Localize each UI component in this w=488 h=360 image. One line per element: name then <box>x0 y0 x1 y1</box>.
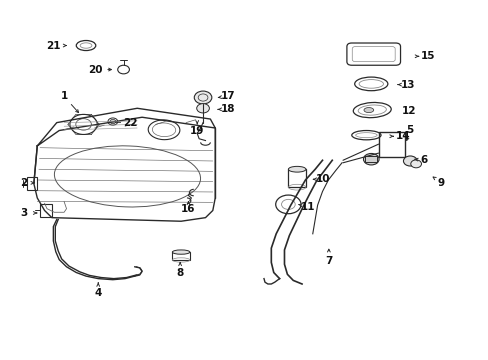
Text: 14: 14 <box>395 131 409 141</box>
Text: 19: 19 <box>190 126 204 136</box>
Circle shape <box>196 104 209 113</box>
Text: 7: 7 <box>325 256 332 266</box>
Text: 6: 6 <box>420 155 427 165</box>
Text: 1: 1 <box>61 91 67 102</box>
Bar <box>40 204 52 217</box>
Text: 3: 3 <box>20 208 28 218</box>
Ellipse shape <box>172 250 189 254</box>
Text: 13: 13 <box>400 80 414 90</box>
Circle shape <box>194 91 211 104</box>
Bar <box>288 169 305 187</box>
Circle shape <box>410 160 421 168</box>
Circle shape <box>403 156 416 166</box>
Text: 4: 4 <box>94 288 102 298</box>
Text: 10: 10 <box>316 174 330 184</box>
Text: 22: 22 <box>122 118 137 128</box>
Text: 5: 5 <box>406 125 413 135</box>
Ellipse shape <box>363 108 373 113</box>
Bar <box>365 156 376 162</box>
Text: 9: 9 <box>437 177 444 188</box>
Text: 12: 12 <box>401 106 416 116</box>
Bar <box>172 252 189 260</box>
Text: 16: 16 <box>181 204 195 215</box>
Text: 17: 17 <box>220 91 235 102</box>
Bar <box>26 177 37 190</box>
Bar <box>378 132 405 157</box>
Text: 15: 15 <box>420 51 435 61</box>
Ellipse shape <box>288 166 305 172</box>
Circle shape <box>363 153 378 165</box>
Text: 2: 2 <box>20 178 28 188</box>
Circle shape <box>110 120 116 124</box>
Text: 11: 11 <box>300 202 314 212</box>
Text: 8: 8 <box>176 268 183 278</box>
Text: 20: 20 <box>88 64 102 75</box>
Text: 18: 18 <box>220 104 235 114</box>
Text: 21: 21 <box>46 41 61 50</box>
